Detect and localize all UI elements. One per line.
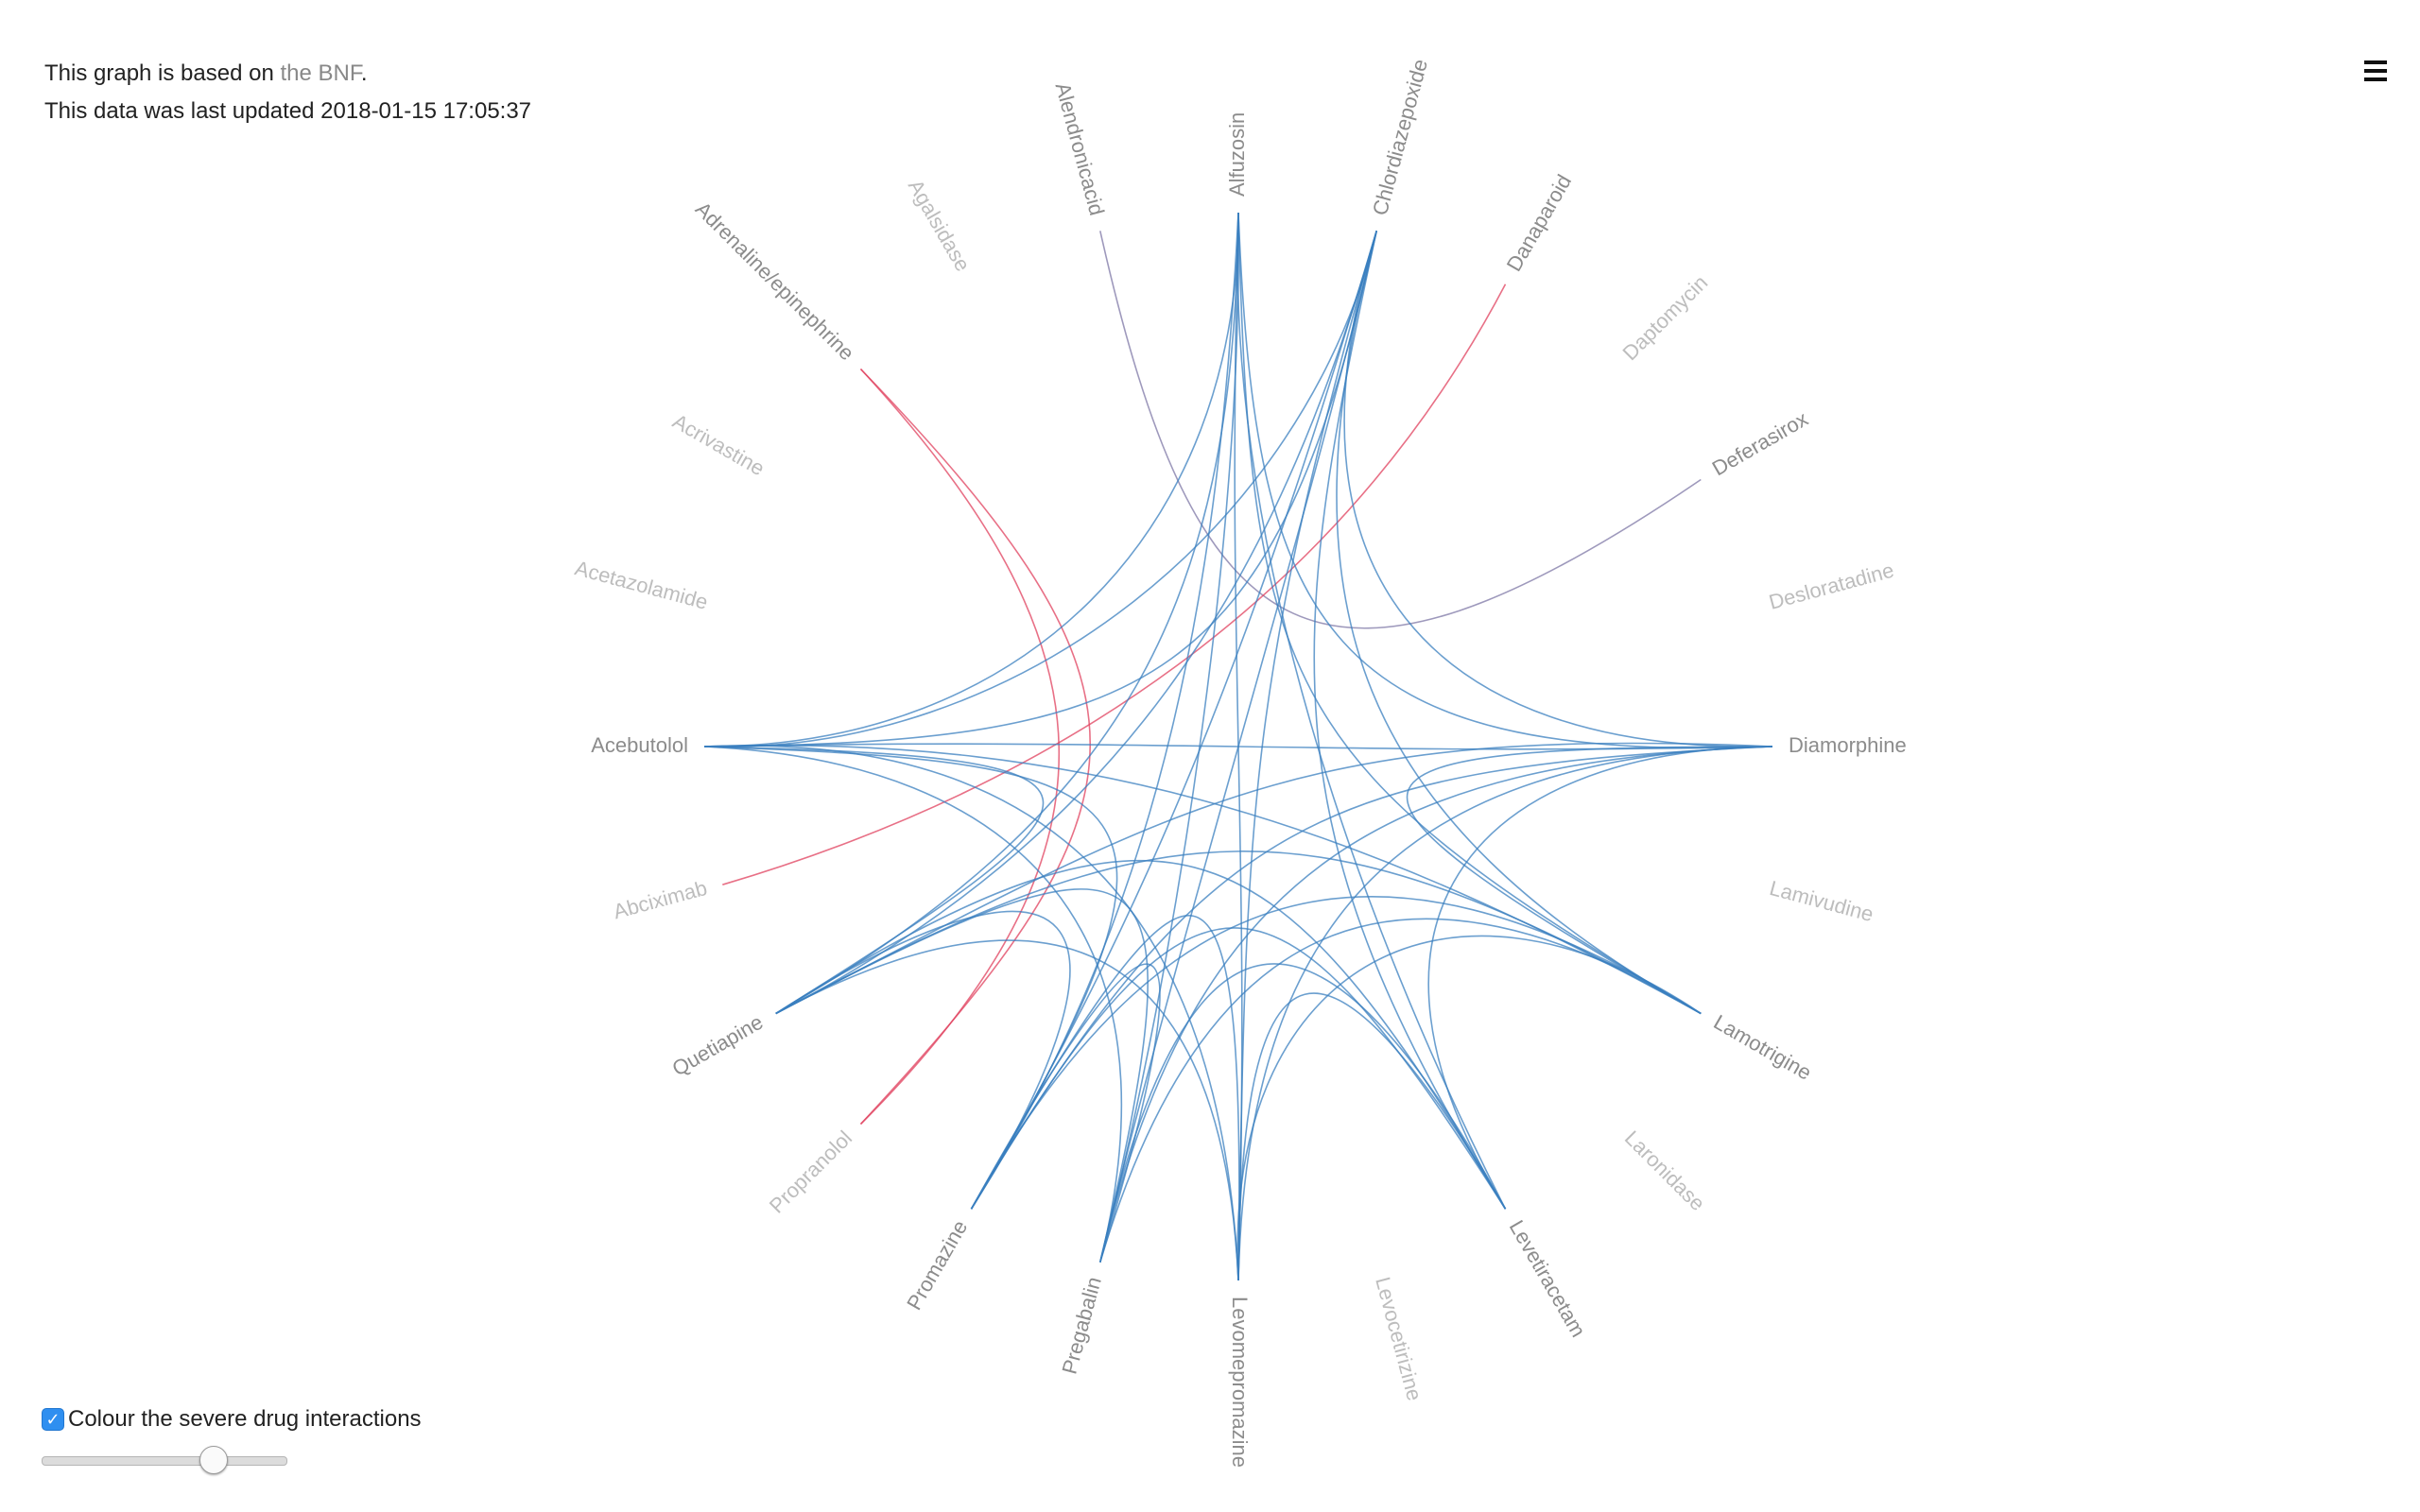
drug-label-agalsidase[interactable]: Agalsidase — [904, 176, 975, 276]
drug-label-laronidase[interactable]: Laronidase — [1620, 1125, 1710, 1215]
severe-label: Colour the severe drug interactions — [68, 1406, 422, 1432]
severe-checkbox[interactable]: ✓ — [42, 1408, 64, 1431]
slider-track[interactable] — [42, 1456, 287, 1466]
controls-panel: ✓ Colour the severe drug interactions — [42, 1406, 422, 1476]
drug-label-acetazolamide[interactable]: Acetazolamide — [573, 556, 711, 613]
interaction-link-acebutolol-quetiapine[interactable] — [703, 746, 1045, 1015]
drug-label-acrivastine[interactable]: Acrivastine — [668, 409, 769, 480]
menu-bar — [2364, 77, 2387, 81]
hamburger-menu-icon[interactable] — [2361, 57, 2390, 85]
interaction-link-lamotrigine-levomepromazine[interactable] — [1236, 935, 1702, 1281]
interaction-link-chlordiazepoxide-quetiapine[interactable] — [775, 231, 1377, 1015]
interaction-link-levetiracetam-levomepromazine[interactable] — [1237, 992, 1507, 1281]
drug-label-lamivudine[interactable]: Lamivudine — [1767, 876, 1876, 926]
interaction-link-levetiracetam-pregabalin[interactable] — [1099, 963, 1507, 1263]
interaction-link-levetiracetam-promazine[interactable] — [970, 927, 1507, 1210]
drug-label-deferasirox[interactable]: Deferasirox — [1708, 406, 1812, 480]
interaction-link-alfuzosin-quetiapine[interactable] — [775, 212, 1239, 1015]
source-prefix: This graph is based on — [44, 60, 281, 86]
drug-label-acebutolol[interactable]: Acebutolol — [591, 733, 688, 757]
interaction-link-chlordiazepoxide-acebutolol[interactable] — [703, 231, 1377, 748]
last-updated: This data was last updated 2018-01-15 17… — [44, 98, 532, 124]
drug-label-danaparoid[interactable]: Danaparoid — [1502, 170, 1577, 275]
interaction-link-adrenaline-propranolol[interactable] — [859, 368, 1061, 1125]
drug-label-promazine[interactable]: Promazine — [902, 1216, 972, 1314]
interaction-link-alfuzosin-promazine[interactable] — [970, 212, 1239, 1210]
info-panel: This graph is based on the BNF. This dat… — [44, 55, 531, 130]
interaction-link-chlordiazepoxide-lamotrigine[interactable] — [1336, 231, 1702, 1015]
slider-thumb[interactable] — [199, 1446, 228, 1474]
interaction-link-chlordiazepoxide-diamorphine[interactable] — [1343, 231, 1773, 747]
interaction-link-alfuzosin-levetiracetam[interactable] — [1236, 212, 1507, 1210]
links-layer — [703, 212, 1773, 1281]
drug-label-desloratadine[interactable]: Desloratadine — [1767, 558, 1897, 614]
interaction-link-diamorphine-lamotrigine[interactable] — [1406, 746, 1773, 1015]
menu-bar — [2364, 69, 2387, 73]
drug-label-adrenaline[interactable]: Adrenaline/epinephrine — [691, 197, 859, 365]
interaction-link-acebutolol-promazine[interactable] — [703, 746, 1118, 1210]
interaction-link-pregabalin-promazine[interactable] — [970, 963, 1161, 1263]
interaction-link-lamotrigine-promazine[interactable] — [970, 896, 1702, 1210]
severe-toggle[interactable]: ✓ Colour the severe drug interactions — [42, 1406, 422, 1433]
interaction-link-chlordiazepoxide-promazine[interactable] — [970, 231, 1377, 1210]
drug-label-propranolol[interactable]: Propranolol — [765, 1125, 856, 1217]
drug-label-lamotrigine[interactable]: Lamotrigine — [1710, 1010, 1816, 1085]
interaction-link-danaparoid-abciximab[interactable] — [722, 284, 1507, 885]
drug-label-chlordiazepoxide[interactable]: Chlordiazepoxide — [1368, 57, 1432, 218]
interaction-link-chlordiazepoxide-pregabalin[interactable] — [1099, 231, 1377, 1263]
interaction-link-diamorphine-quetiapine[interactable] — [775, 742, 1773, 1015]
drug-label-levomepromazine[interactable]: Levomepromazine — [1228, 1297, 1252, 1468]
interaction-link-pregabalin-quetiapine[interactable] — [775, 888, 1149, 1263]
interaction-link-acebutolol-pregabalin[interactable] — [703, 746, 1122, 1263]
interaction-link-alfuzosin-lamotrigine[interactable] — [1237, 212, 1702, 1015]
interaction-link-adrenaline-propranolol[interactable] — [859, 368, 1091, 1125]
interaction-link-levomepromazine-quetiapine[interactable] — [775, 939, 1239, 1281]
source-suffix: . — [360, 60, 368, 86]
drug-label-daptomycin[interactable]: Daptomycin — [1617, 270, 1712, 365]
menu-bar — [2364, 60, 2387, 64]
drug-label-levocetirizine[interactable]: Levocetirizine — [1371, 1275, 1426, 1403]
interaction-link-acebutolol-alfuzosin[interactable] — [703, 212, 1239, 747]
interaction-link-alendronic-deferasirox[interactable] — [1099, 231, 1702, 629]
interaction-link-acebutolol-chlordiazepoxide[interactable] — [703, 231, 1377, 747]
drug-label-alendronic[interactable]: Alendronicacid — [1051, 80, 1109, 218]
drug-label-levetiracetam[interactable]: Levetiracetam — [1505, 1216, 1591, 1341]
interaction-link-levetiracetam-quetiapine[interactable] — [775, 860, 1507, 1210]
interaction-link-chlordiazepoxide-levomepromazine[interactable] — [1237, 231, 1377, 1281]
interaction-link-promazine-quetiapine[interactable] — [775, 910, 1071, 1210]
drug-label-quetiapine[interactable]: Quetiapine — [668, 1010, 768, 1081]
interaction-link-diamorphine-levomepromazine[interactable] — [1237, 746, 1773, 1281]
source-line: This graph is based on the BNF. — [44, 55, 531, 93]
drug-label-diamorphine[interactable]: Diamorphine — [1789, 733, 1907, 757]
interaction-link-lamotrigine-quetiapine[interactable] — [775, 850, 1702, 1015]
interaction-link-diamorphine-pregabalin[interactable] — [1099, 746, 1773, 1263]
drug-label-pregabalin[interactable]: Pregabalin — [1057, 1275, 1105, 1377]
interaction-link-lamotrigine-pregabalin[interactable] — [1099, 918, 1702, 1263]
bnf-link[interactable]: the BNF — [280, 60, 361, 86]
interaction-link-chlordiazepoxide-levetiracetam[interactable] — [1313, 231, 1507, 1210]
interaction-link-levomepromazine-promazine[interactable] — [970, 914, 1240, 1281]
tension-slider[interactable] — [42, 1444, 287, 1476]
drug-label-alfuzosin[interactable]: Alfuzosin — [1225, 112, 1249, 197]
interaction-link-diamorphine-levetiracetam[interactable] — [1427, 746, 1773, 1210]
drug-label-abciximab[interactable]: Abciximab — [611, 876, 709, 923]
